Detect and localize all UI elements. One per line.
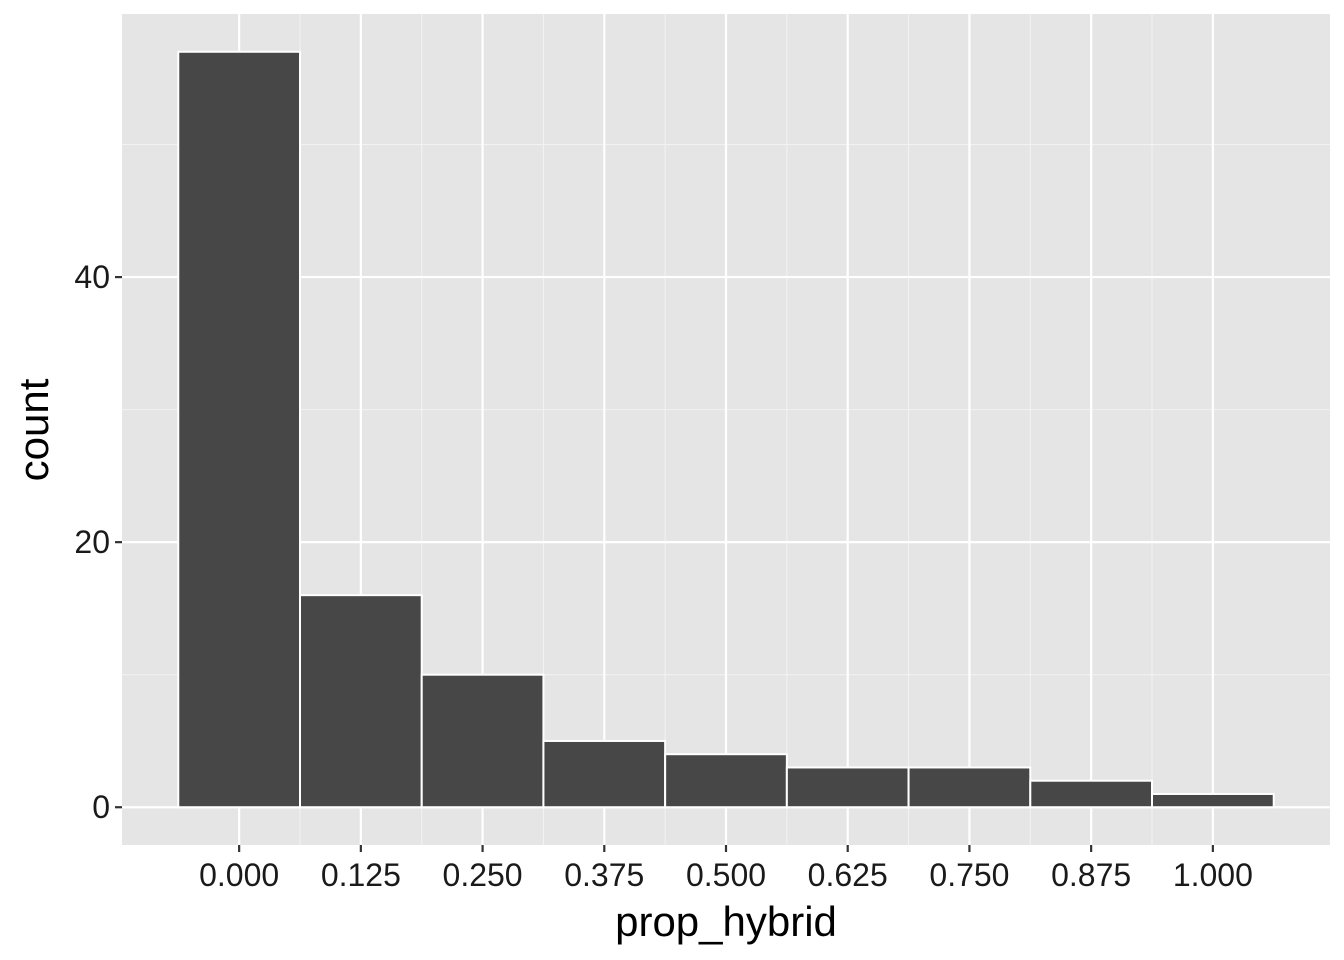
y-axis: 0 20 40 xyxy=(74,259,122,825)
histogram-bar xyxy=(420,673,545,809)
x-axis-title: prop_hybrid xyxy=(615,898,837,945)
histogram-bar xyxy=(1151,792,1275,809)
x-axis: 0.000 0.125 0.250 0.375 0.500 0.625 0.750 0.875… xyxy=(199,845,1253,893)
histogram-bar xyxy=(298,594,423,809)
y-tick-label: 40 xyxy=(74,259,110,295)
y-tick-label: 0 xyxy=(92,789,110,825)
x-tick-label: 0.500 xyxy=(686,857,766,893)
histogram-bar xyxy=(1029,779,1154,809)
histogram-bar xyxy=(542,739,667,809)
histogram-bar xyxy=(785,766,910,809)
y-axis-title: count xyxy=(10,378,57,481)
x-tick-label: 1.000 xyxy=(1173,857,1253,893)
histogram-bar xyxy=(907,766,1032,809)
histogram-bar xyxy=(664,753,788,809)
x-tick-label: 0.750 xyxy=(929,857,1009,893)
x-tick-label: 0.375 xyxy=(564,857,644,893)
histogram-bar xyxy=(177,50,301,809)
x-tick-label: 0.625 xyxy=(808,857,888,893)
histogram-bars xyxy=(177,50,1275,809)
x-tick-label: 0.000 xyxy=(199,857,279,893)
x-tick-label: 0.250 xyxy=(443,857,523,893)
x-tick-label: 0.125 xyxy=(321,857,401,893)
y-tick-label: 20 xyxy=(74,524,110,560)
x-tick-label: 0.875 xyxy=(1051,857,1131,893)
